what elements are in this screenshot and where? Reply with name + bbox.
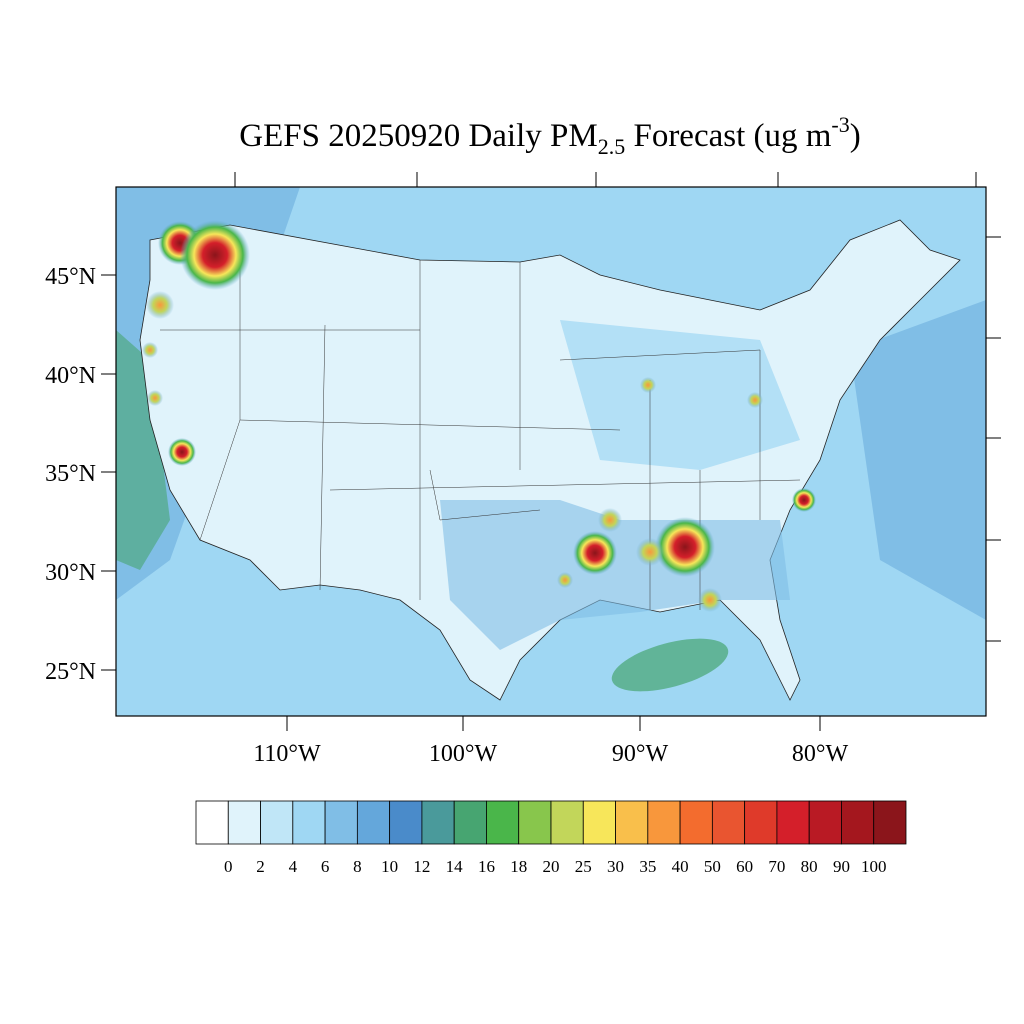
colorbar-label: 14 (446, 857, 464, 876)
colorbar-box (808, 800, 842, 845)
colorbar-label: 70 (768, 857, 785, 876)
colorbar-box (260, 800, 294, 845)
colorbar-label: 90 (833, 857, 850, 876)
colorbar-label: 25 (575, 857, 592, 876)
lat-label: 25°N (45, 659, 96, 685)
colorbar-label: 4 (289, 857, 298, 876)
lon-label: 90°W (612, 741, 669, 767)
axis-labels: 45°N 40°N 35°N 30°N 25°N 110°W 100°W 90°W 80°W (45, 264, 848, 767)
title-subscript: 2.5 (598, 134, 626, 159)
colorbar-box (324, 800, 358, 845)
colorbar-label: 80 (801, 857, 818, 876)
colorbar-label: 2 (256, 857, 265, 876)
colorbar: 0 2 4 6 8 10 12 14 16 18 20 25 30 35 40 50 60 70 80 90 100 (195, 800, 907, 876)
colorbar-label: 12 (413, 857, 430, 876)
lat-label: 35°N (45, 461, 96, 487)
pacific-field (116, 330, 170, 570)
colorbar-box (195, 800, 229, 845)
colorbar-box (518, 800, 552, 845)
hotspots (142, 220, 816, 612)
colorbar-label: 20 (543, 857, 560, 876)
title-text: GEFS 20250920 Daily PM (239, 118, 597, 154)
colorbar-label: 16 (478, 857, 495, 876)
colorbar-box (582, 800, 616, 845)
colorbar-box (421, 800, 455, 845)
colorbar-label: 40 (672, 857, 689, 876)
colorbar-box (356, 800, 391, 845)
midwest-field (560, 320, 800, 470)
graticule-ticks (101, 172, 1001, 731)
map-frame (115, 186, 987, 717)
lon-label: 110°W (253, 741, 321, 767)
colorbar-box (647, 800, 681, 845)
title-text: ) (850, 118, 861, 154)
colorbar-label: 8 (353, 857, 362, 876)
colorbar-box (292, 800, 326, 845)
lat-label: 30°N (45, 560, 96, 586)
colorbar-box (227, 800, 261, 845)
colorbar-box (744, 800, 778, 845)
title-superscript: -3 (831, 112, 849, 137)
colorbar-box (679, 800, 713, 845)
colorbar-box (615, 800, 649, 845)
colorbar-label: 35 (639, 857, 656, 876)
colorbar-box (389, 800, 423, 845)
colorbar-box (776, 800, 810, 845)
title-text: Forecast (ug m (625, 118, 832, 154)
colorbar-box (711, 800, 746, 845)
map-field (116, 187, 986, 716)
title: GEFS 20250920 Daily PM2.5 Forecast (ug m… (239, 112, 861, 159)
colorbar-label: 0 (224, 857, 233, 876)
state-borders (160, 260, 801, 610)
colorbar-label: 18 (510, 857, 527, 876)
colorbar-label: 10 (381, 857, 398, 876)
colorbar-label: 60 (736, 857, 753, 876)
colorbar-box (841, 800, 875, 845)
colorbar-box (453, 800, 487, 845)
colorbar-label: 30 (607, 857, 624, 876)
colorbar-label: 50 (704, 857, 721, 876)
colorbar-box (550, 800, 584, 845)
lon-label: 80°W (792, 741, 849, 767)
colorbar-box (486, 800, 520, 845)
colorbar-box (873, 800, 907, 845)
colorbar-label: 100 (861, 857, 887, 876)
lat-label: 40°N (45, 363, 96, 389)
gulf-field (611, 638, 729, 692)
lon-label: 100°W (429, 741, 498, 767)
atlantic-field (850, 300, 986, 620)
lat-label: 45°N (45, 264, 96, 290)
colorbar-label: 6 (321, 857, 330, 876)
